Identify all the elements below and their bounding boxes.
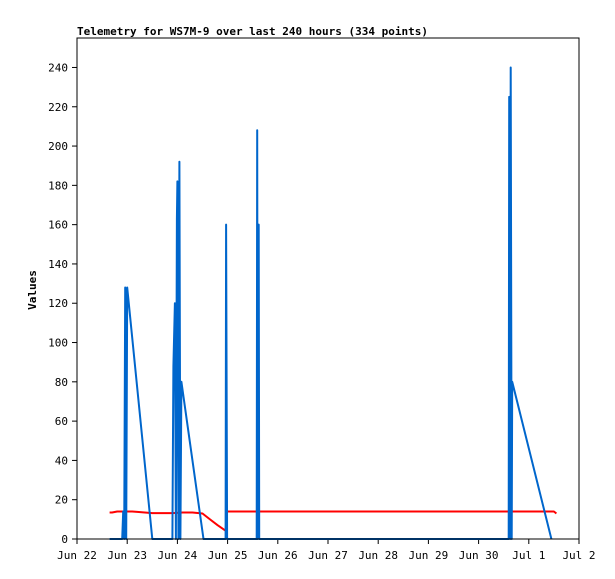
y-tick-label: 160 bbox=[48, 219, 68, 232]
y-tick-label: 200 bbox=[48, 140, 68, 153]
y-tick-label: 100 bbox=[48, 337, 68, 350]
y-tick-label: 220 bbox=[48, 101, 68, 114]
y-tick-label: 40 bbox=[55, 454, 68, 467]
series-line-1 bbox=[109, 510, 558, 533]
y-tick-label: 0 bbox=[61, 533, 68, 546]
x-tick-label: Jun 25 bbox=[208, 549, 248, 562]
y-tick-label: 140 bbox=[48, 258, 68, 271]
x-tick-label: Jun 29 bbox=[409, 549, 449, 562]
x-tick-label: Jun 22 bbox=[57, 549, 97, 562]
series-line-2 bbox=[109, 66, 553, 540]
plot-frame bbox=[76, 37, 580, 540]
x-tick-label: Jun 23 bbox=[107, 549, 147, 562]
y-tick-label: 60 bbox=[55, 415, 68, 428]
y-tick-label: 80 bbox=[55, 376, 68, 389]
x-tick-label: Jun 24 bbox=[158, 549, 198, 562]
y-tick-label: 20 bbox=[55, 494, 68, 507]
y-tick-label: 240 bbox=[48, 61, 68, 74]
x-axis: Jun 22 Jun 23 Jun 24 Jun 25 Jun 26 Jun 27 Jun … bbox=[57, 539, 596, 562]
x-tick-label: Jun 28 bbox=[358, 549, 398, 562]
chart-title: Telemetry for WS7M-9 over last 240 hours… bbox=[77, 25, 428, 38]
x-tick-label: Jun 26 bbox=[258, 549, 298, 562]
y-tick-label: 120 bbox=[48, 297, 68, 310]
x-tick-label: Jun 27 bbox=[308, 549, 348, 562]
y-tick-label: 180 bbox=[48, 179, 68, 192]
y-axis-label: Values bbox=[26, 270, 39, 310]
x-tick-label: Jul 1 bbox=[512, 549, 545, 562]
series-group bbox=[109, 66, 559, 540]
y-axis: 0 20 40 60 80 100 120 140 160 180 200 220 240 bbox=[48, 61, 77, 546]
x-tick-label: Jul 2 bbox=[562, 549, 595, 562]
x-tick-label: Jun 30 bbox=[459, 549, 499, 562]
